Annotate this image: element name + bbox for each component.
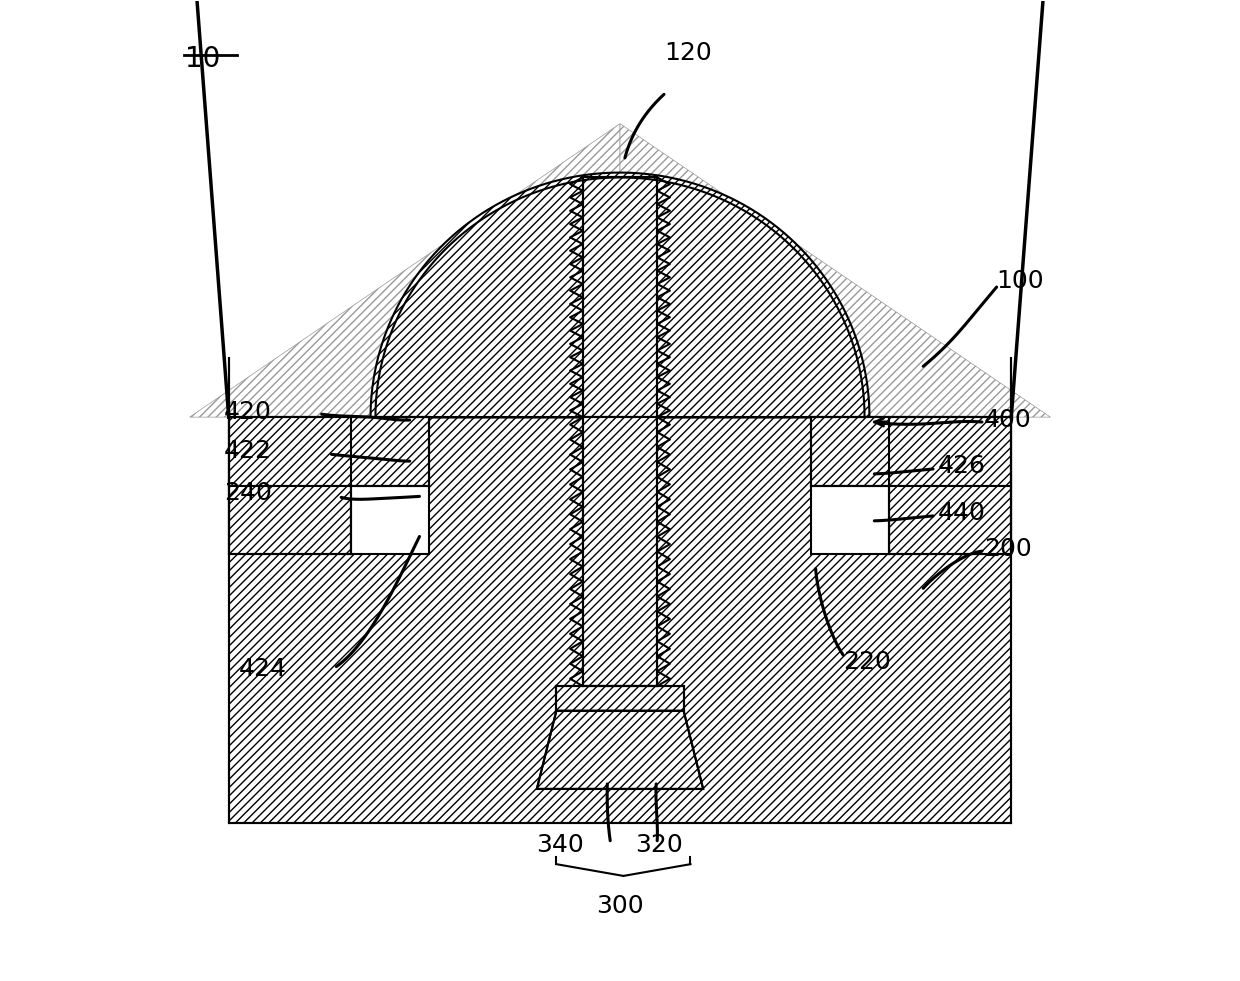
Polygon shape	[583, 417, 657, 686]
Text: 240: 240	[223, 482, 272, 505]
Polygon shape	[228, 417, 429, 486]
Text: 440: 440	[937, 501, 986, 525]
Polygon shape	[228, 486, 351, 554]
Polygon shape	[889, 486, 1012, 554]
Polygon shape	[351, 486, 429, 554]
Polygon shape	[228, 417, 1012, 823]
Text: 426: 426	[937, 454, 986, 478]
Text: 100: 100	[997, 269, 1044, 293]
Text: 300: 300	[596, 894, 644, 917]
Text: 400: 400	[983, 408, 1032, 432]
Polygon shape	[557, 686, 683, 710]
Text: 120: 120	[665, 41, 712, 65]
Polygon shape	[583, 178, 657, 417]
Text: 220: 220	[843, 649, 890, 674]
Polygon shape	[811, 486, 889, 554]
Polygon shape	[537, 710, 703, 789]
Text: 424: 424	[238, 656, 286, 681]
Text: 340: 340	[536, 833, 584, 856]
Polygon shape	[620, 124, 1050, 417]
Text: 420: 420	[223, 400, 272, 424]
Polygon shape	[190, 124, 620, 417]
Text: 320: 320	[635, 833, 682, 856]
Polygon shape	[811, 417, 1012, 486]
Text: 200: 200	[983, 538, 1032, 561]
Polygon shape	[371, 173, 869, 417]
Text: 422: 422	[223, 439, 272, 463]
Text: 10: 10	[185, 45, 219, 74]
